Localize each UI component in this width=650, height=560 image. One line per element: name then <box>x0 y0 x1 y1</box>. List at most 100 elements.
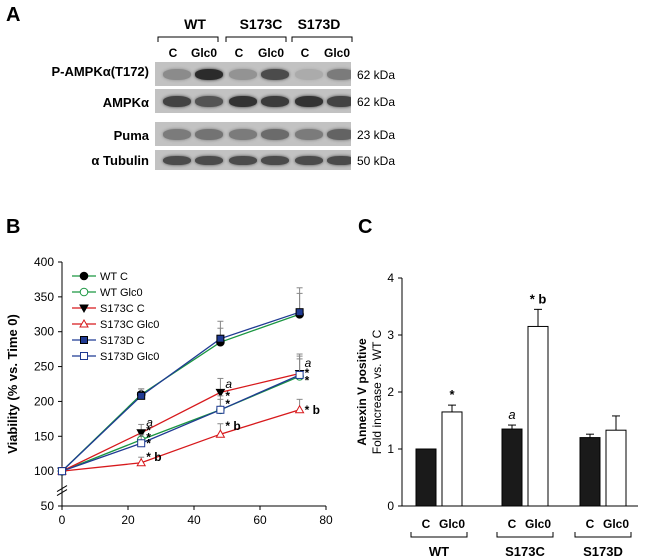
blot-band <box>195 69 223 80</box>
blot-label-puma: Puma <box>113 128 149 143</box>
bar-category-label: Glc0 <box>439 517 465 531</box>
significance-mark: * b <box>146 450 161 464</box>
x-tick-label: 20 <box>121 513 135 527</box>
y-tick-label: 350 <box>34 290 54 304</box>
y-tick-label: 150 <box>34 429 54 443</box>
significance-mark: * <box>449 387 455 402</box>
axis-break-mark <box>56 489 68 497</box>
blot-band <box>295 156 323 165</box>
group-bracket <box>410 532 468 538</box>
significance-mark: a <box>508 407 515 422</box>
x-tick-label: 80 <box>319 513 333 527</box>
blot-band <box>163 156 191 165</box>
blot-band <box>195 156 223 165</box>
blot-band <box>229 156 257 165</box>
y-tick-label: 2 <box>387 385 394 399</box>
data-point <box>215 429 226 438</box>
series-line <box>61 313 300 472</box>
y-tick-label: 200 <box>34 394 54 408</box>
series-line <box>61 311 300 472</box>
blot-band <box>261 156 289 165</box>
data-point <box>295 308 304 317</box>
blot-band <box>261 69 289 80</box>
group-label-s173c: S173C <box>239 16 283 32</box>
x-tick-label: 60 <box>253 513 267 527</box>
lane-label-6: Glc0 <box>323 46 350 60</box>
lane-label-3: C <box>234 46 244 60</box>
legend-label: WT Glc0 <box>100 287 143 299</box>
data-point <box>216 334 225 343</box>
blot-band <box>327 69 351 80</box>
x-tick-label: 0 <box>59 513 66 527</box>
data-point <box>216 405 225 414</box>
blot-band <box>295 69 323 80</box>
kda-label-puma: 23 kDa <box>357 128 396 142</box>
blot-strip-ampk <box>155 89 351 113</box>
blot-label-pampk: P-AMPKα(T172) <box>51 64 149 79</box>
group-bracket <box>496 532 554 538</box>
blot-band <box>163 96 191 107</box>
y-tick-label: 100 <box>34 464 54 478</box>
significance-mark: * <box>146 436 151 450</box>
data-point <box>137 391 146 400</box>
blot-band <box>163 129 191 140</box>
bracket-s173d <box>291 36 353 42</box>
data-point <box>80 352 88 360</box>
panel-c-label: C <box>358 216 373 238</box>
kda-label-tubulin: 50 kDa <box>357 154 396 168</box>
blot-band <box>229 69 257 80</box>
bar <box>579 437 601 507</box>
bar <box>415 448 437 507</box>
group-brackets <box>157 36 353 42</box>
group-bracket <box>574 532 632 538</box>
group-label: S173C <box>505 544 545 558</box>
data-point <box>295 370 304 379</box>
series-s173c-c <box>57 355 305 477</box>
blot-band <box>261 129 289 140</box>
legend-label: S173C Glc0 <box>100 319 159 331</box>
group-label-wt: WT <box>184 16 206 32</box>
blot-band <box>163 69 191 80</box>
data-point <box>215 388 226 398</box>
significance-mark: a <box>305 356 312 370</box>
data-point <box>79 318 89 328</box>
data-point <box>136 457 147 467</box>
blot-band <box>195 129 223 140</box>
blot-band <box>229 129 257 140</box>
series-s173c-glc0 <box>57 398 305 475</box>
legend-label: S173C C <box>100 303 145 315</box>
bar-category-label: Glc0 <box>525 517 551 531</box>
group-label-s173d: S173D <box>297 16 341 32</box>
legend-label: WT C <box>100 271 128 283</box>
blot-strip-pampk <box>155 62 351 86</box>
lane-label-2: Glc0 <box>190 46 217 60</box>
y-tick-label: 3 <box>387 328 394 342</box>
kda-label-pampk: 62 kDa <box>357 68 396 82</box>
blot-band <box>295 96 323 107</box>
y-tick-label: 250 <box>34 360 54 374</box>
data-point <box>79 287 89 297</box>
bar <box>441 411 463 507</box>
data-point <box>80 336 88 344</box>
significance-mark: * b <box>305 403 320 417</box>
significance-mark: * <box>305 374 310 388</box>
lane-label-5: C <box>300 46 310 60</box>
blot-strip-puma <box>155 122 351 146</box>
legend: WT C WT Glc0 S173C C S173C Glc0 S173D C S173D… <box>72 271 159 363</box>
kda-label-ampk: 62 kDa <box>357 95 396 109</box>
series-wt-glc0 <box>57 358 304 476</box>
significance-mark: * <box>305 366 310 380</box>
data-point <box>294 404 305 414</box>
y-axis-label: Viability (% vs. Time 0) <box>5 314 20 454</box>
blot-band <box>295 129 323 140</box>
legend-label: S173D Glc0 <box>100 351 159 363</box>
blot-band <box>327 129 351 140</box>
annexin-bar-chart: 0 1 2 3 4 Annexin V positive Fold increase vs.… <box>355 271 638 558</box>
blot-band <box>327 156 351 165</box>
viability-line-chart: 50 100 150 200 250 300 350 400 0 20 40 60 80 Viabilit… <box>5 255 333 527</box>
significance-mark: * <box>146 431 151 445</box>
y-tick-label: 4 <box>387 271 394 285</box>
significance-mark: a <box>225 377 232 391</box>
y-axis-label-line1: Annexin V positive <box>355 338 369 446</box>
blot-strip-tubulin <box>155 150 351 170</box>
